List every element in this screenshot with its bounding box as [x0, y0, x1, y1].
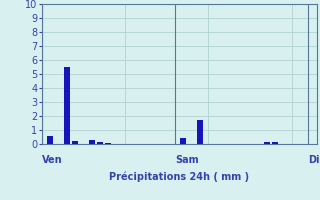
Bar [197, 120, 203, 144]
Bar [64, 67, 69, 144]
Bar [89, 140, 94, 144]
Bar [272, 142, 278, 144]
Bar [72, 140, 78, 144]
Text: Sam: Sam [175, 155, 199, 165]
Bar [264, 142, 270, 144]
Text: Précipitations 24h ( mm ): Précipitations 24h ( mm ) [109, 172, 249, 182]
Bar [105, 143, 111, 144]
Text: Ven: Ven [42, 155, 62, 165]
Bar [97, 142, 103, 144]
Bar [47, 136, 53, 144]
Bar [180, 138, 186, 144]
Text: Dim: Dim [308, 155, 320, 165]
